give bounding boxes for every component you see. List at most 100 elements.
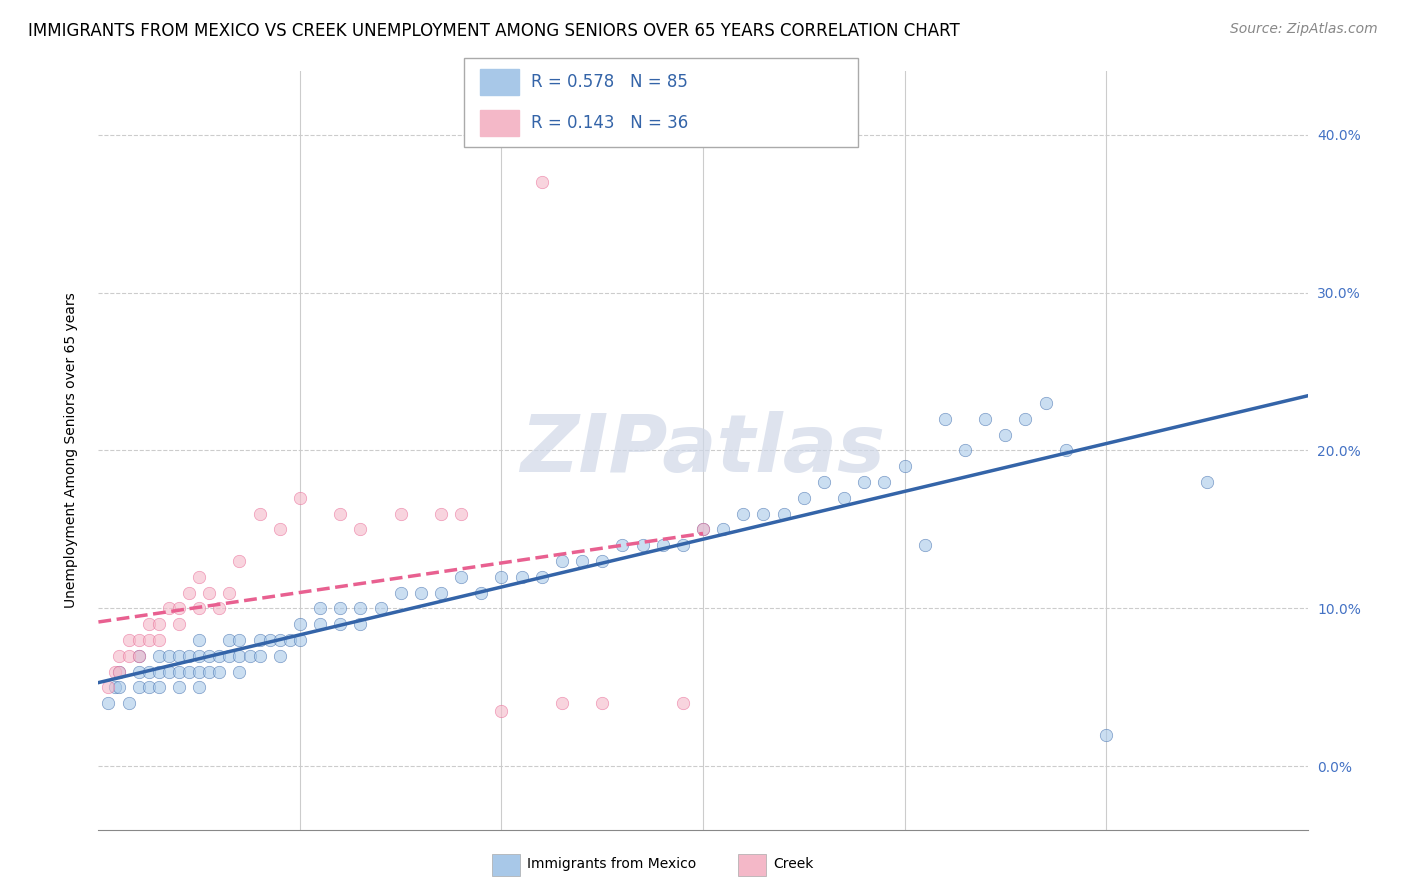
Point xyxy=(288,633,311,648)
Point xyxy=(118,633,141,648)
Point xyxy=(118,696,141,710)
Point xyxy=(288,491,311,505)
Y-axis label: Unemployment Among Seniors over 65 years: Unemployment Among Seniors over 65 years xyxy=(63,293,77,608)
Point xyxy=(551,696,574,710)
Point xyxy=(752,507,775,521)
Point xyxy=(198,648,221,663)
Point xyxy=(148,633,170,648)
Point xyxy=(239,648,262,663)
Point xyxy=(551,554,574,568)
Point xyxy=(530,175,553,189)
Point xyxy=(188,681,211,695)
Point xyxy=(733,507,755,521)
Point xyxy=(269,523,291,537)
Point xyxy=(269,648,291,663)
Point xyxy=(349,523,371,537)
Point xyxy=(832,491,855,505)
Point xyxy=(97,681,120,695)
Point xyxy=(188,648,211,663)
Point xyxy=(672,696,695,710)
Point xyxy=(329,601,352,615)
Point xyxy=(128,633,150,648)
Point xyxy=(309,601,332,615)
Point xyxy=(107,665,129,679)
Point xyxy=(128,648,150,663)
Point xyxy=(591,554,613,568)
Point xyxy=(288,617,311,632)
Point xyxy=(228,633,250,648)
Point xyxy=(208,601,231,615)
Point xyxy=(450,507,472,521)
Text: R = 0.578   N = 85: R = 0.578 N = 85 xyxy=(531,73,688,91)
Point xyxy=(953,443,976,458)
Point xyxy=(450,570,472,584)
Text: Immigrants from Mexico: Immigrants from Mexico xyxy=(527,857,696,871)
Point xyxy=(148,617,170,632)
Point xyxy=(491,704,513,718)
Point xyxy=(107,648,129,663)
Point xyxy=(138,617,160,632)
Point xyxy=(157,665,180,679)
Point xyxy=(167,617,190,632)
Point xyxy=(167,648,190,663)
Point xyxy=(934,412,956,426)
Point xyxy=(179,648,201,663)
Point xyxy=(179,585,201,599)
Point xyxy=(128,648,150,663)
Point xyxy=(893,459,915,474)
Text: Creek: Creek xyxy=(773,857,814,871)
Point xyxy=(278,633,301,648)
Point xyxy=(813,475,835,489)
Point xyxy=(167,665,190,679)
Text: IMMIGRANTS FROM MEXICO VS CREEK UNEMPLOYMENT AMONG SENIORS OVER 65 YEARS CORRELA: IMMIGRANTS FROM MEXICO VS CREEK UNEMPLOY… xyxy=(28,22,960,40)
Point xyxy=(228,648,250,663)
Point xyxy=(349,601,371,615)
Point xyxy=(914,538,936,552)
Point xyxy=(218,633,240,648)
Point xyxy=(138,665,160,679)
Point xyxy=(128,665,150,679)
Point xyxy=(167,601,190,615)
Point xyxy=(309,617,332,632)
Point xyxy=(118,648,141,663)
Point xyxy=(409,585,432,599)
Point xyxy=(188,633,211,648)
Point xyxy=(389,585,412,599)
Point xyxy=(249,648,271,663)
Point xyxy=(167,681,190,695)
Point xyxy=(1035,396,1057,410)
FancyBboxPatch shape xyxy=(479,110,519,136)
Point xyxy=(148,648,170,663)
Point xyxy=(672,538,695,552)
Point xyxy=(430,507,453,521)
Point xyxy=(179,665,201,679)
Point xyxy=(269,633,291,648)
Point xyxy=(974,412,997,426)
Point xyxy=(491,570,513,584)
Point xyxy=(651,538,673,552)
Point xyxy=(329,507,352,521)
Text: Source: ZipAtlas.com: Source: ZipAtlas.com xyxy=(1230,22,1378,37)
Point xyxy=(329,617,352,632)
Point xyxy=(138,633,160,648)
Point xyxy=(157,601,180,615)
Point xyxy=(208,665,231,679)
Point xyxy=(793,491,815,505)
Point xyxy=(1054,443,1077,458)
FancyBboxPatch shape xyxy=(464,58,858,147)
Point xyxy=(198,585,221,599)
Point xyxy=(188,570,211,584)
Point xyxy=(103,681,125,695)
Point xyxy=(873,475,896,489)
Point xyxy=(249,507,271,521)
Point xyxy=(249,633,271,648)
Point xyxy=(208,648,231,663)
Point xyxy=(97,696,120,710)
Point xyxy=(1095,728,1118,742)
Point xyxy=(259,633,281,648)
Text: ZIPatlas: ZIPatlas xyxy=(520,411,886,490)
Point xyxy=(994,427,1017,442)
Point xyxy=(198,665,221,679)
Point xyxy=(631,538,654,552)
Point xyxy=(612,538,634,552)
